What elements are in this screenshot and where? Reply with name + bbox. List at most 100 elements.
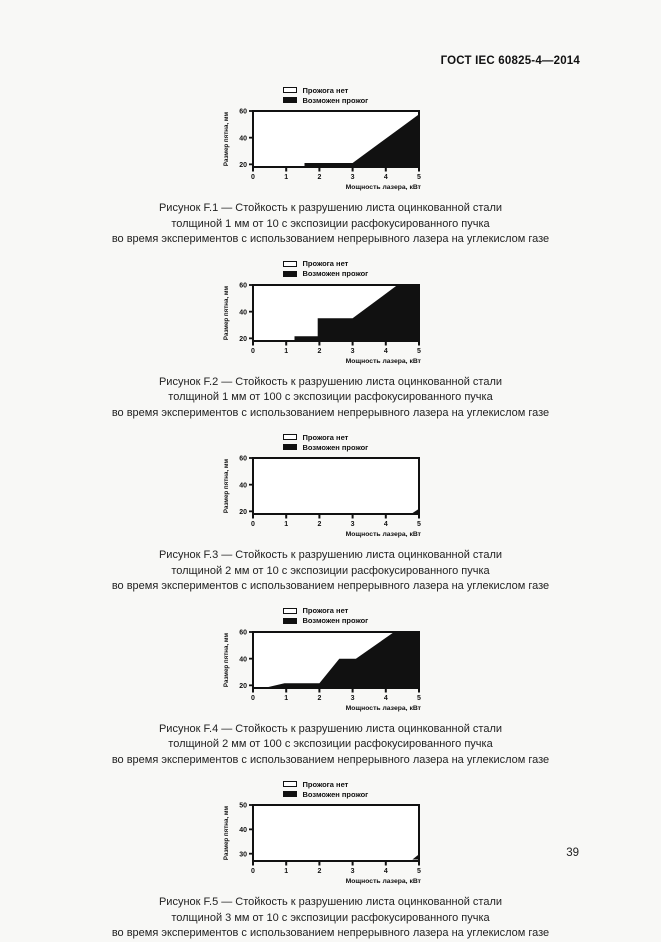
svg-text:40: 40 — [239, 827, 247, 834]
svg-text:40: 40 — [239, 482, 247, 489]
chart-f1: 0 1 2 3 4 5 20 40 60 Мощность лазера, кВт Размер п… — [223, 109, 422, 191]
legend-swatch-no-burn — [282, 434, 297, 440]
svg-text:0: 0 — [251, 521, 255, 528]
caption-line: Рисунок F.1 — Стойкость к разрушению лис… — [158, 202, 503, 214]
svg-text:50: 50 — [239, 803, 247, 810]
figure-f5: Прожога нет Возможен прожог 0 1 2 3 4 5 30 40 50… — [0, 779, 661, 942]
chart-area-f5: Прожога нет Возможен прожог 0 1 2 3 4 5 30 40 50… — [219, 779, 443, 892]
svg-text:0: 0 — [251, 695, 255, 702]
figure-caption-f2: Рисунок F.2 — Стойкость к разрушению лис… — [0, 375, 661, 422]
svg-text:1: 1 — [284, 348, 288, 355]
svg-text:1: 1 — [284, 695, 288, 702]
svg-text:5: 5 — [417, 695, 421, 702]
legend-label-no-burn: Прожога нет — [302, 432, 349, 442]
legend-label-no-burn: Прожога нет — [302, 606, 349, 615]
svg-text:60: 60 — [239, 629, 247, 636]
svg-text:40: 40 — [239, 656, 247, 663]
legend-label-no-burn: Прожога нет — [302, 259, 349, 268]
svg-text:Размер пятна, мм: Размер пятна, мм — [223, 112, 230, 167]
svg-text:60: 60 — [239, 456, 247, 463]
svg-text:60: 60 — [239, 282, 247, 289]
svg-text:4: 4 — [383, 521, 387, 528]
legend-label-burn-possible: Возможен прожог — [302, 442, 369, 452]
caption-line: толщиной 2 мм от 10 с экспозиции расфоку… — [171, 564, 490, 577]
svg-text:2: 2 — [317, 348, 321, 355]
legend-entry-no-burn: Прожога нет — [282, 85, 443, 95]
figure-caption-f3: Рисунок F.3 — Стойкость к разрушению лис… — [0, 548, 661, 595]
svg-text:Размер пятна, мм: Размер пятна, мм — [223, 806, 230, 861]
legend-swatch-burn-possible — [282, 97, 297, 103]
svg-text:0: 0 — [251, 174, 255, 181]
svg-text:5: 5 — [417, 348, 421, 355]
page-number: 39 — [566, 847, 579, 859]
svg-text:Мощность лазера, кВт: Мощность лазера, кВт — [345, 531, 421, 538]
caption-line: Рисунок F.3 — Стойкость к разрушению лис… — [158, 549, 503, 561]
svg-text:1: 1 — [284, 174, 288, 181]
svg-text:5: 5 — [417, 868, 421, 875]
svg-text:Размер пятна, мм: Размер пятна, мм — [223, 632, 230, 687]
svg-text:4: 4 — [383, 174, 387, 181]
chart-area-f4: Прожога нет Возможен прожог 0 1 2 3 4 5 20 40 60… — [219, 606, 443, 719]
chart-f3: 0 1 2 3 4 5 20 40 60 Мощность лазера, кВт Размер п… — [223, 456, 422, 538]
legend-swatch-no-burn — [282, 781, 297, 787]
legend-entry-burn-possible: Возможен прожог — [282, 269, 443, 279]
caption-line: во время экспериментов с использованием … — [111, 580, 550, 592]
svg-text:40: 40 — [239, 135, 247, 142]
svg-text:2: 2 — [317, 695, 321, 702]
legend-label-burn-possible: Возможен прожог — [302, 789, 369, 799]
svg-text:60: 60 — [239, 109, 247, 116]
legend-swatch-burn-possible — [282, 444, 297, 450]
legend-label-burn-possible: Возможен прожог — [302, 616, 369, 625]
svg-text:2: 2 — [317, 521, 321, 528]
svg-text:4: 4 — [383, 868, 387, 875]
svg-text:20: 20 — [239, 335, 247, 342]
legend-swatch-burn-possible — [282, 617, 297, 624]
svg-text:Мощность лазера, кВт: Мощность лазера, кВт — [345, 878, 421, 885]
svg-text:Размер пятна, мм: Размер пятна, мм — [223, 285, 230, 340]
chart-legend: Прожога нет Возможен прожог — [282, 606, 443, 626]
legend-swatch-burn-possible — [282, 791, 297, 797]
caption-line: толщиной 1 мм от 10 с экспозиции расфоку… — [171, 217, 490, 230]
svg-text:Мощность лазера, кВт: Мощность лазера, кВт — [345, 184, 421, 191]
caption-line: толщиной 3 мм от 10 с экспозиции расфоку… — [171, 911, 490, 924]
svg-text:3: 3 — [350, 868, 354, 875]
legend-swatch-burn-possible — [282, 270, 297, 277]
svg-text:1: 1 — [284, 868, 288, 875]
document-header: ГОСТ IEC 60825-4—2014 — [440, 55, 580, 67]
figure-caption-f1: Рисунок F.1 — Стойкость к разрушению лис… — [0, 201, 661, 248]
legend-label-no-burn: Прожога нет — [302, 85, 349, 95]
svg-text:5: 5 — [417, 521, 421, 528]
caption-line: Рисунок F.2 — Стойкость к разрушению лис… — [158, 375, 503, 388]
svg-text:3: 3 — [350, 174, 354, 181]
legend-swatch-no-burn — [282, 87, 297, 93]
legend-entry-no-burn: Прожога нет — [282, 606, 443, 616]
chart-area-f3: Прожога нет Возможен прожог 0 1 2 3 4 5 20 40 60… — [219, 432, 443, 545]
chart-legend: Прожога нет Возможен прожог — [282, 432, 443, 452]
svg-text:3: 3 — [350, 348, 354, 355]
svg-text:Размер пятна, мм: Размер пятна, мм — [223, 459, 230, 514]
caption-line: во время экспериментов с использованием … — [111, 927, 550, 939]
legend-entry-burn-possible: Возможен прожог — [282, 616, 443, 626]
legend-entry-burn-possible: Возможен прожог — [282, 95, 443, 105]
caption-line: во время экспериментов с использованием … — [111, 233, 550, 245]
svg-text:0: 0 — [251, 868, 255, 875]
legend-label-no-burn: Прожога нет — [302, 779, 349, 789]
svg-text:2: 2 — [317, 174, 321, 181]
chart-f2: 0 1 2 3 4 5 20 40 60 Мощность лазера, кВт Размер п… — [223, 282, 422, 364]
legend-swatch-no-burn — [282, 607, 297, 614]
figure-f1: Прожога нет Возможен прожог 0 1 2 3 4 5 20 40 60… — [0, 85, 661, 248]
caption-line: во время экспериментов с использованием … — [111, 406, 550, 419]
legend-swatch-no-burn — [282, 260, 297, 267]
svg-text:1: 1 — [284, 521, 288, 528]
legend-entry-burn-possible: Возможен прожог — [282, 442, 443, 452]
caption-line: Рисунок F.4 — Стойкость к разрушению лис… — [158, 722, 503, 735]
svg-text:0: 0 — [251, 348, 255, 355]
svg-text:30: 30 — [239, 851, 247, 858]
legend-label-burn-possible: Возможен прожог — [302, 269, 369, 278]
svg-text:3: 3 — [350, 521, 354, 528]
figure-f3: Прожога нет Возможен прожог 0 1 2 3 4 5 20 40 60… — [0, 432, 661, 595]
svg-text:Мощность лазера, кВт: Мощность лазера, кВт — [345, 705, 421, 712]
svg-text:4: 4 — [383, 348, 387, 355]
figure-f2: Прожога нет Возможен прожог 0 1 2 3 4 5 20 40 60… — [0, 259, 661, 422]
